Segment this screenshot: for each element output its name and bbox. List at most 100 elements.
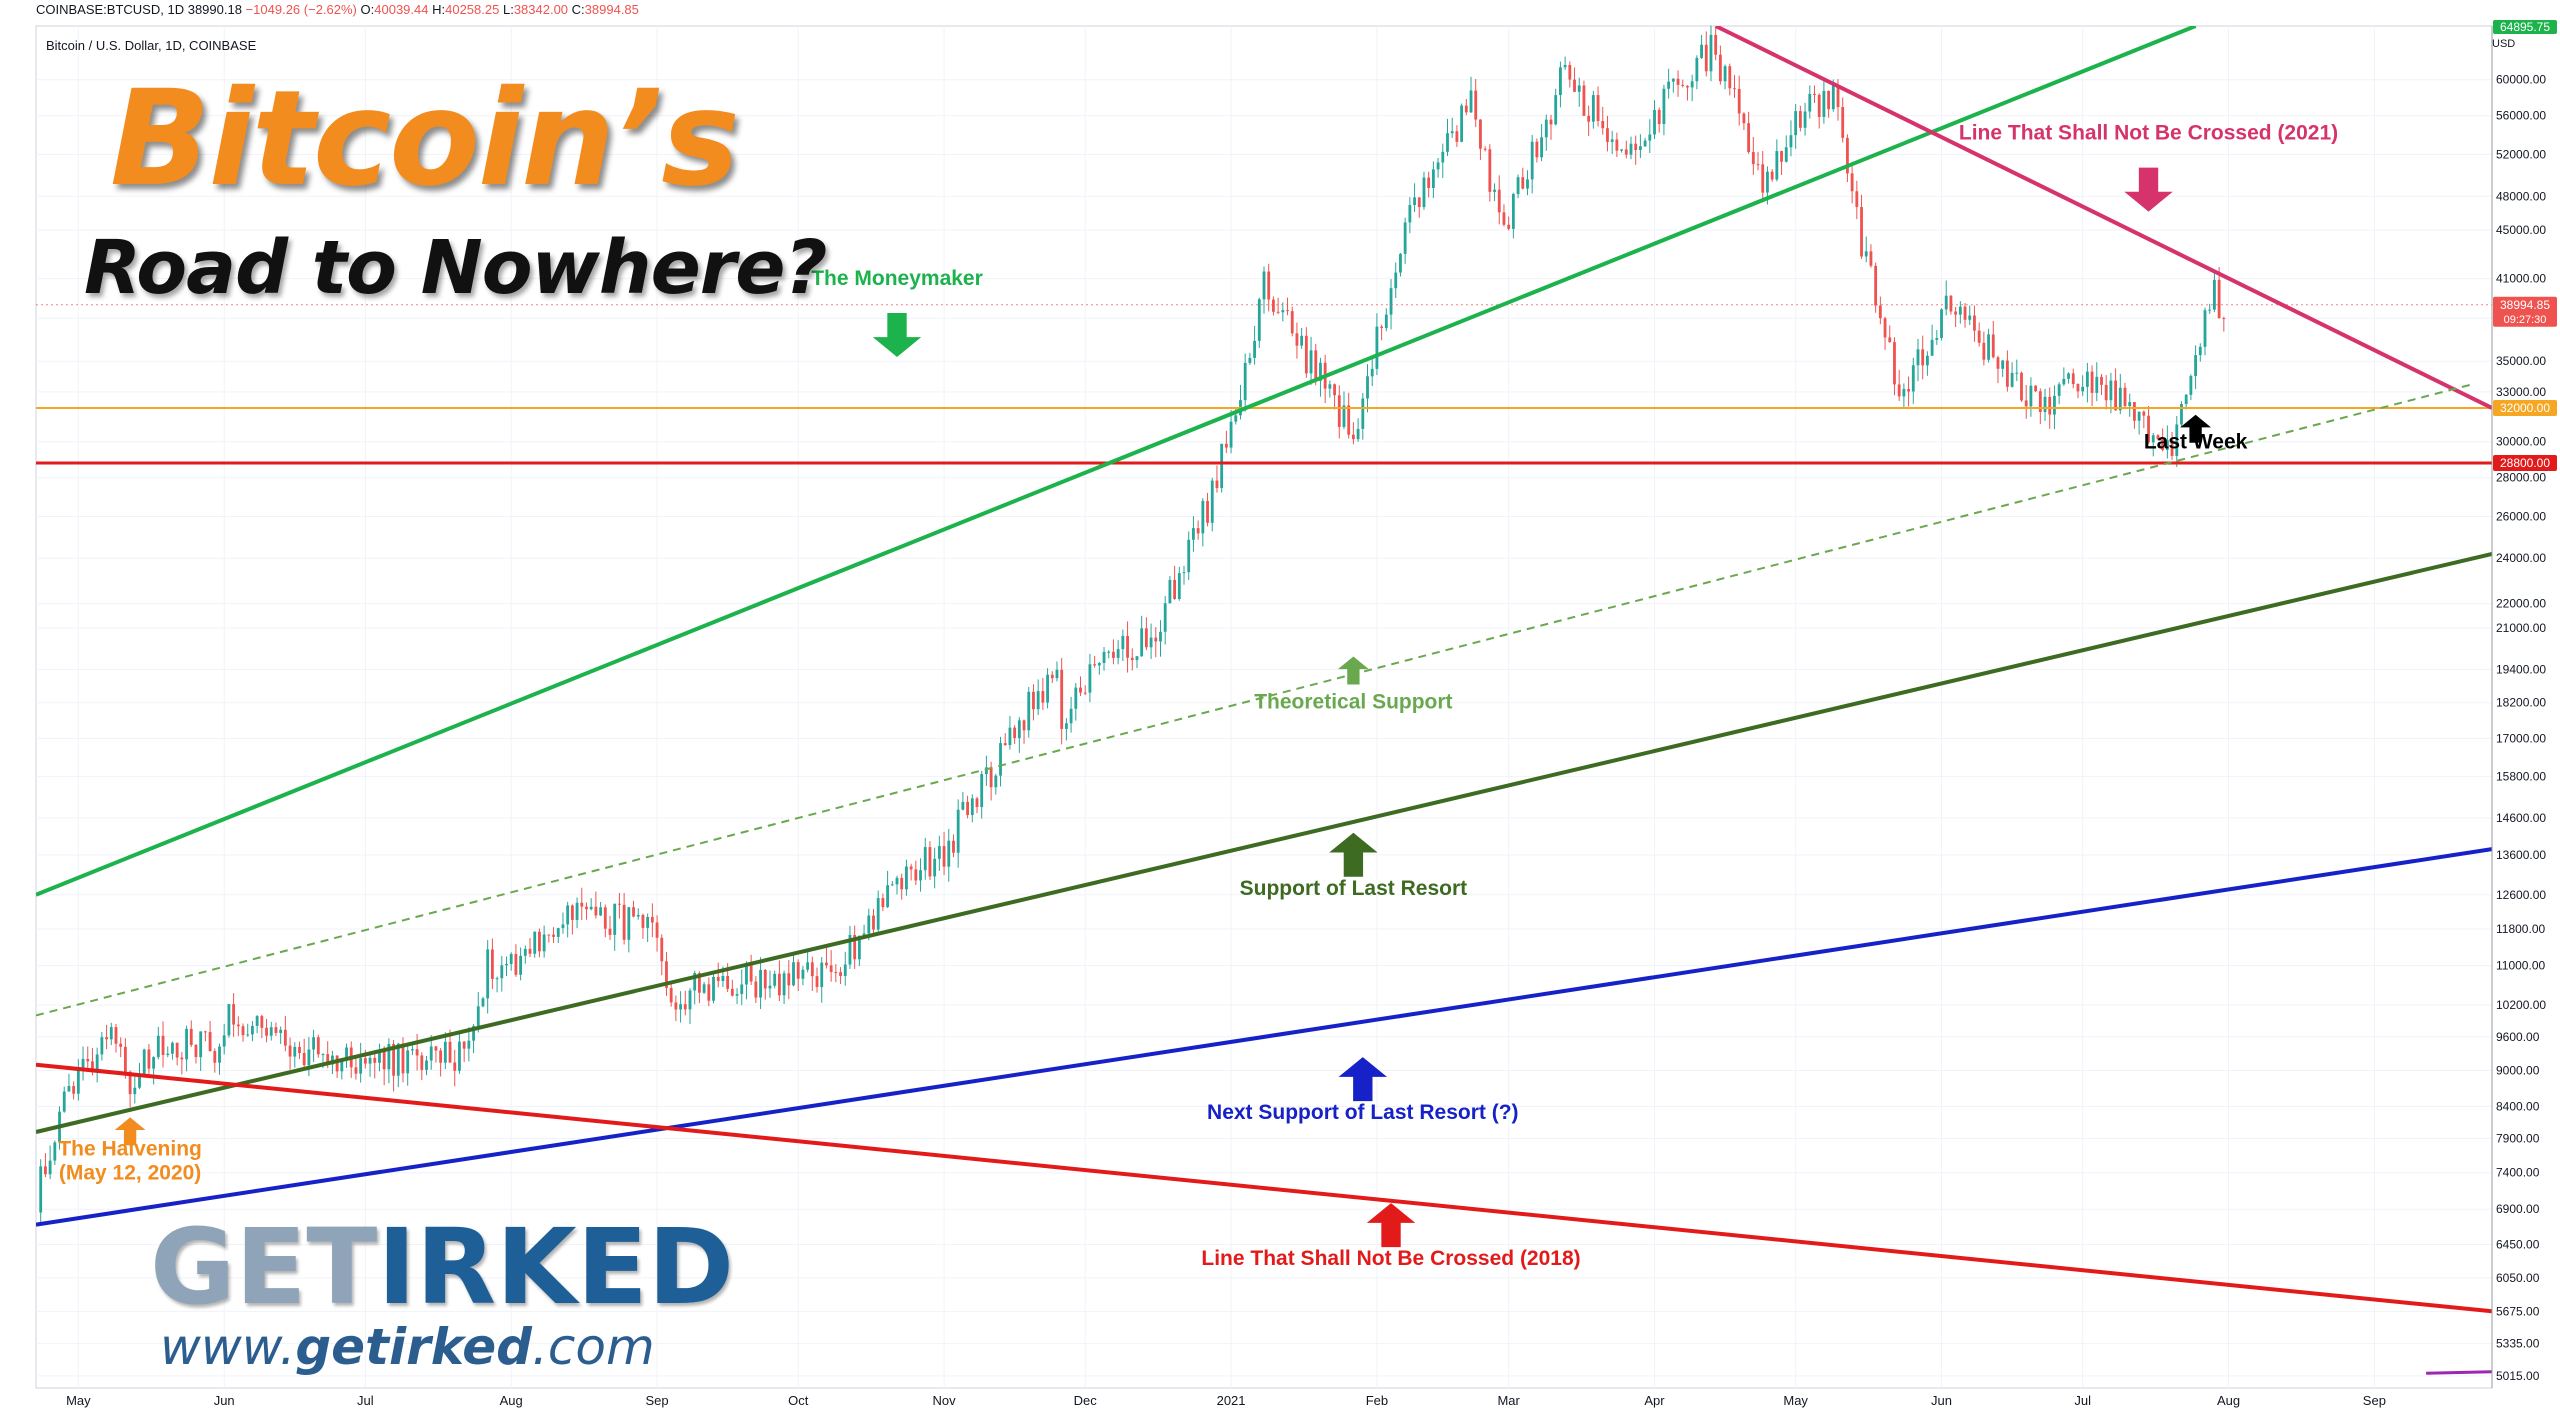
candle-body	[937, 846, 941, 859]
candle-body	[1836, 85, 1840, 108]
candle-body	[829, 965, 833, 973]
candle-body	[1893, 342, 1896, 385]
candle-body	[1521, 177, 1525, 189]
candle-body	[2142, 411, 2146, 416]
candle-body	[1916, 349, 1920, 366]
candle-body	[1733, 88, 1736, 90]
candle-body	[1902, 388, 1906, 397]
candle-body	[1629, 143, 1633, 155]
time-axis[interactable]: May Jun Jul Aug Sep Oct Nov Dec 2021 Feb Mar Apr May…	[66, 1393, 2386, 1408]
price-badge	[2493, 455, 2557, 472]
candle-body	[2043, 396, 2047, 413]
candle-body	[618, 903, 621, 905]
candle-body	[660, 937, 664, 962]
candle-body	[472, 1025, 475, 1041]
candle-body	[994, 775, 998, 788]
candle-body	[2222, 318, 2226, 320]
candle-body	[1464, 105, 1468, 113]
candle-body	[1653, 109, 1656, 135]
candle-body	[1370, 368, 1374, 377]
candle-body	[1187, 539, 1191, 573]
candle-body	[1662, 88, 1666, 125]
candle-body	[1017, 720, 1021, 739]
candle-body	[43, 1166, 47, 1175]
candle-body	[1577, 85, 1581, 92]
candle-body	[1361, 398, 1365, 429]
candle-body	[1638, 146, 1642, 150]
candle-body	[1497, 189, 1501, 213]
candle-body	[429, 1046, 433, 1061]
candle-body	[599, 907, 603, 916]
candle-body	[1347, 405, 1351, 435]
candle-body	[702, 984, 706, 993]
candle-body	[147, 1049, 151, 1069]
candle-body	[749, 963, 753, 982]
candle-body	[274, 1027, 278, 1034]
candle-body	[1140, 628, 1144, 657]
x-tick-label: Oct	[788, 1393, 809, 1408]
x-tick-label: May	[66, 1393, 91, 1408]
candle-body	[923, 847, 927, 871]
candle-body	[194, 1044, 198, 1058]
candle-body	[72, 1086, 76, 1094]
candle-body	[279, 1029, 283, 1034]
candle-body	[439, 1050, 443, 1063]
candle-body	[1366, 376, 1369, 399]
getirked-logo: GETIRKED	[150, 1215, 734, 1319]
candle-body	[2001, 360, 2005, 369]
candle-body	[453, 1062, 457, 1071]
candle-body	[1389, 288, 1393, 315]
candle-body	[1723, 66, 1727, 82]
candle-body	[1192, 528, 1195, 540]
candle-body	[166, 1053, 170, 1055]
candle-body	[1869, 251, 1873, 266]
price-axis[interactable]: 60000.00 56000.00 52000.00 48000.00 45000.00…	[2491, 20, 2557, 1388]
candle-body	[1267, 271, 1271, 300]
candle-body	[1526, 179, 1529, 189]
candle-body	[251, 1025, 254, 1035]
candle-body	[406, 1050, 410, 1074]
candle-body	[1888, 337, 1892, 343]
candle-body	[1850, 173, 1854, 192]
candle-body	[335, 1055, 339, 1072]
candle-body	[1624, 149, 1628, 155]
candle-body	[603, 907, 607, 929]
chart-grid	[35, 25, 2493, 1389]
y-tick-label: 11000.00	[2496, 959, 2545, 973]
candle-body	[236, 1024, 240, 1027]
candle-body	[2010, 372, 2014, 387]
candle-body	[2005, 360, 2009, 387]
candle-body	[1982, 342, 1986, 360]
candle-body	[1097, 663, 1101, 666]
candle-body	[712, 976, 715, 1001]
candle-body	[2114, 380, 2118, 411]
candle-body	[2067, 373, 2070, 379]
last-price: 38990.18	[187, 2, 242, 17]
moneymaker-trendline	[36, 26, 2197, 897]
candle-body	[222, 1035, 226, 1047]
candle-body	[1210, 480, 1214, 523]
candle-body	[128, 1071, 132, 1095]
candle-body	[425, 1060, 428, 1070]
y-tick-label: 60000.00	[2496, 73, 2546, 87]
candle-body	[566, 905, 570, 925]
candle-body	[1050, 674, 1054, 679]
candle-body	[161, 1035, 165, 1055]
candle-body	[519, 955, 523, 975]
candle-body	[1427, 177, 1431, 189]
y-tick-label: 9600.00	[2496, 1030, 2540, 1044]
candle-body	[1319, 362, 1322, 381]
candle-body	[1126, 636, 1129, 658]
y-tick-label: 6050.00	[2496, 1271, 2540, 1285]
candle-body	[1987, 334, 1990, 360]
y-tick-label: 5015.00	[2496, 1369, 2540, 1383]
annotation-arrow-icon	[872, 312, 922, 357]
candle-body	[189, 1028, 193, 1045]
candle-body	[509, 953, 513, 964]
headline-title: Bitcoin’s	[110, 62, 740, 216]
candle-body	[1681, 84, 1685, 86]
candle-body	[984, 767, 988, 775]
y-tick-label: 14600.00	[2496, 811, 2546, 825]
candle-body	[919, 870, 922, 881]
